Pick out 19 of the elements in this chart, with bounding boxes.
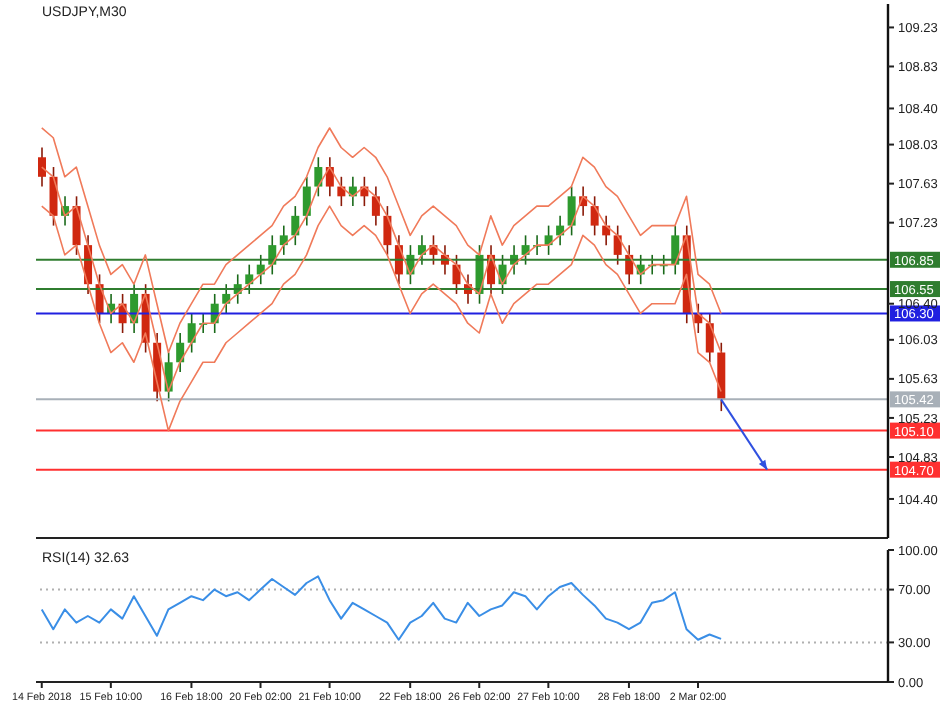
candlestick bbox=[567, 185, 576, 237]
candlestick bbox=[245, 263, 254, 295]
line-series bbox=[40, 575, 723, 641]
candlestick bbox=[717, 341, 726, 412]
candlestick bbox=[383, 205, 392, 256]
candlestick bbox=[291, 205, 300, 246]
candlestick bbox=[371, 185, 380, 227]
candlestick bbox=[590, 195, 599, 237]
candlestick bbox=[613, 224, 622, 266]
candlestick bbox=[222, 283, 231, 315]
candlestick bbox=[38, 146, 46, 188]
candlestick bbox=[314, 156, 323, 198]
candlestick bbox=[279, 224, 288, 256]
candlestick bbox=[417, 234, 426, 266]
candlestick bbox=[452, 254, 461, 295]
candlestick bbox=[302, 175, 311, 227]
candlestick bbox=[176, 332, 185, 373]
line-series bbox=[40, 127, 722, 354]
candlestick bbox=[705, 312, 714, 364]
